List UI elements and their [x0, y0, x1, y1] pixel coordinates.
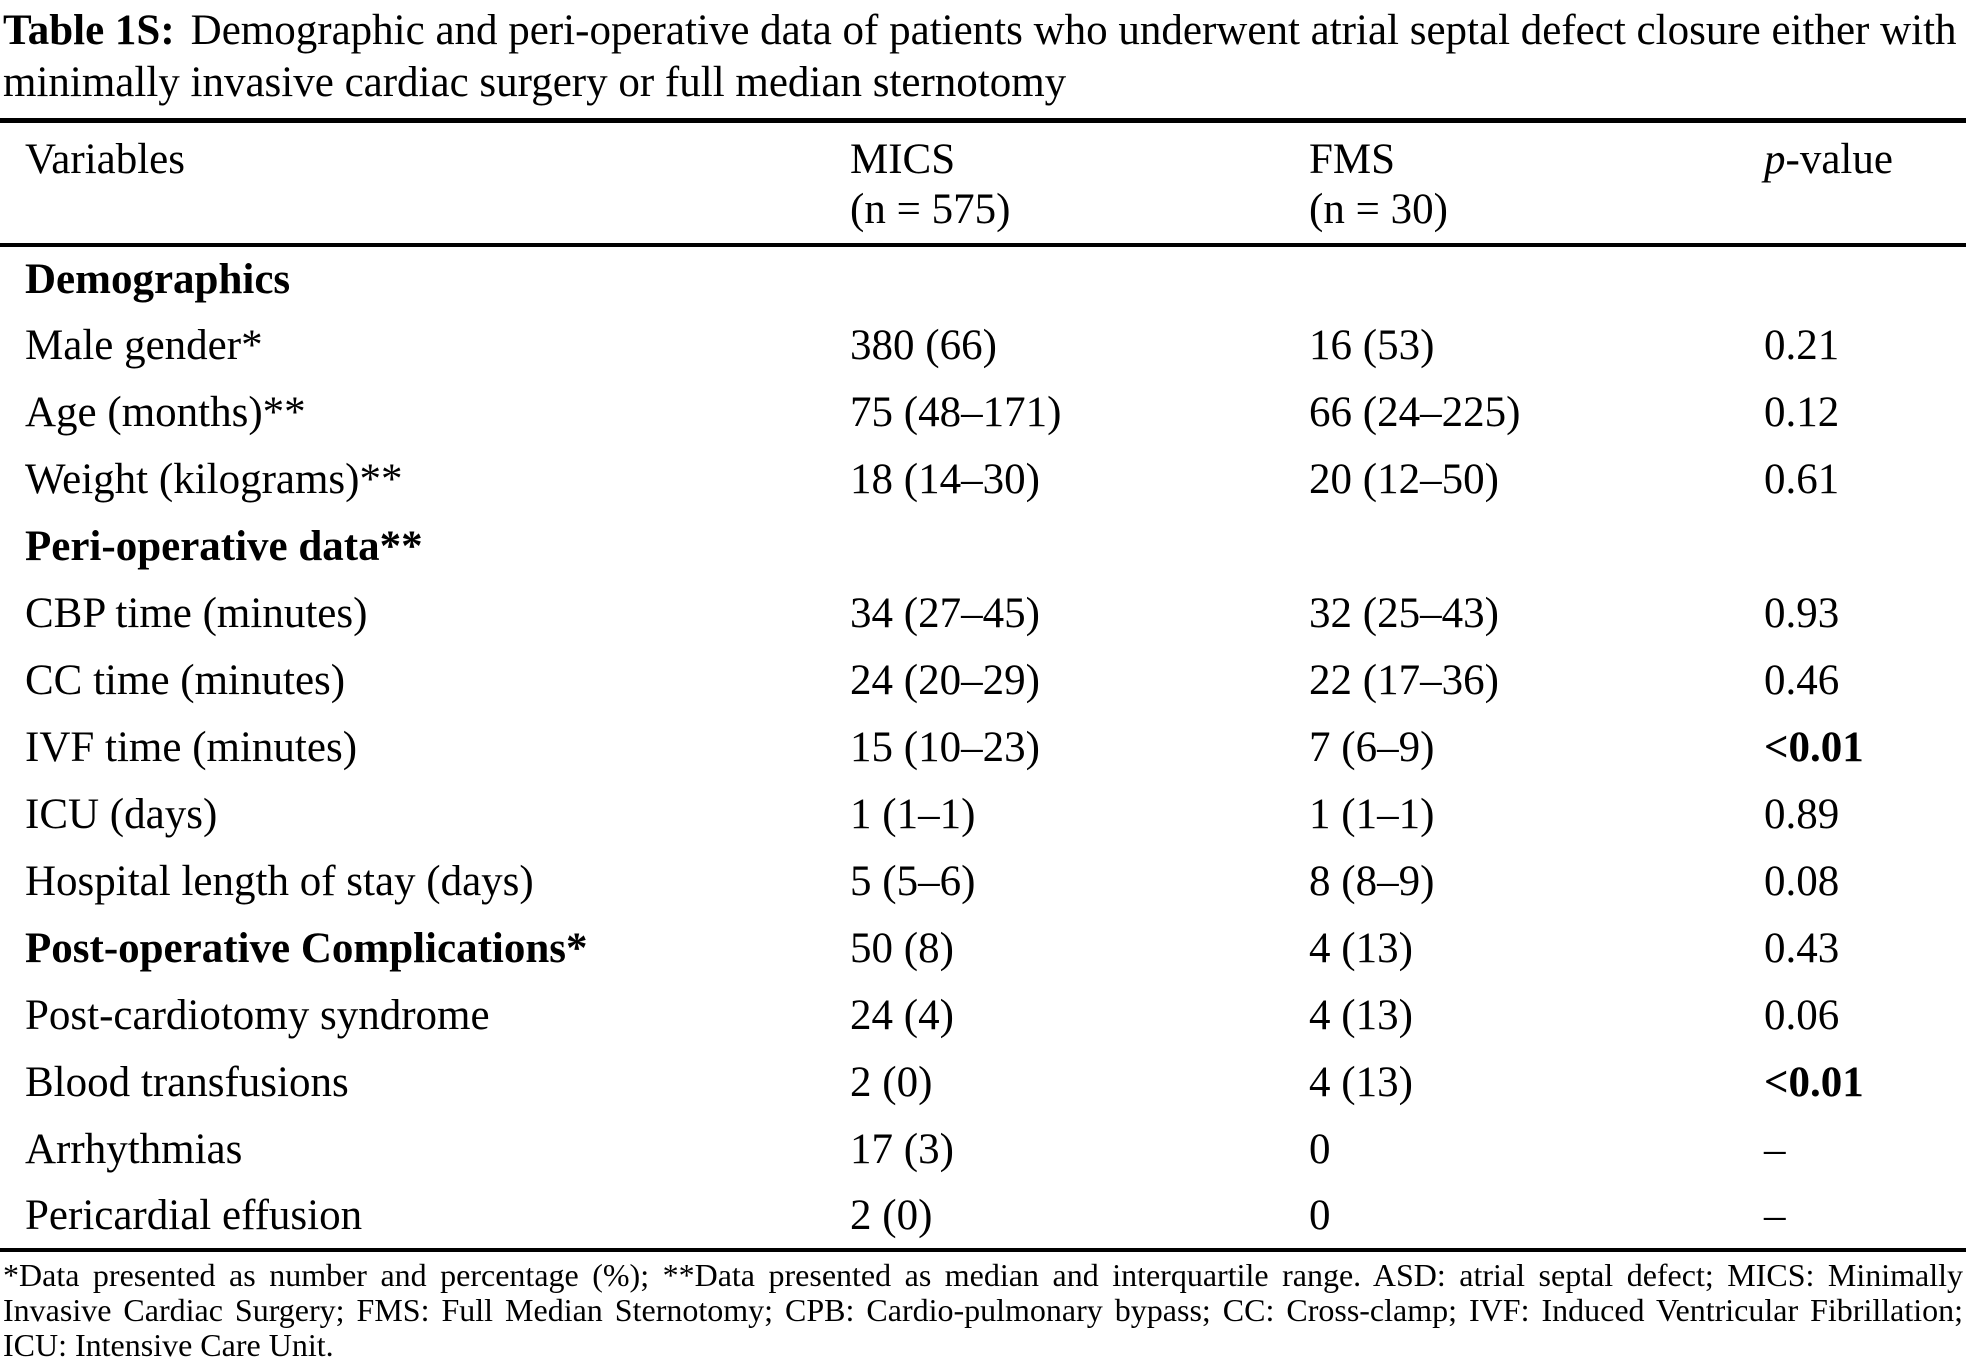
cell-pvalue: <0.01: [1764, 724, 1864, 771]
cell-fms: 22 (17–36): [1309, 657, 1499, 704]
table-body: Demographics Male gender* 380 (66) 16 (5…: [0, 245, 1966, 1250]
cell-mics: 17 (3): [850, 1126, 954, 1173]
cell-mics: 24 (4): [850, 992, 954, 1039]
cell-fms: 4 (13): [1309, 992, 1413, 1039]
column-header-mics-label: MICS: [850, 136, 956, 183]
table-row-post-cardiotomy: Post-cardiotomy syndrome 24 (4) 4 (13) 0…: [0, 982, 1966, 1049]
column-header-fms-label: FMS: [1309, 136, 1396, 183]
cell-variable: Arrhythmias: [25, 1126, 243, 1173]
cell-pvalue: 0.43: [1764, 925, 1840, 972]
cell-variable: Hospital length of stay (days): [25, 858, 534, 905]
cell-fms: 66 (24–225): [1309, 389, 1521, 436]
table-row-cc-time: CC time (minutes) 24 (20–29) 22 (17–36) …: [0, 647, 1966, 714]
column-header-mics-n: (n = 575): [850, 186, 1011, 233]
header-row: Variables MICS (n = 575) FMS (n = 30) p-…: [0, 120, 1966, 247]
cell-mics: 2 (0): [850, 1192, 933, 1239]
cell-mics: 24 (20–29): [850, 657, 1040, 704]
cell-pvalue: 0.08: [1764, 858, 1840, 905]
cell-pvalue: 0.46: [1764, 657, 1840, 704]
cell-pvalue: 0.06: [1764, 992, 1840, 1039]
cell-variable: Male gender*: [25, 322, 263, 369]
cell-pvalue: –: [1764, 1126, 1786, 1173]
cell-variable: Demographics: [25, 256, 291, 303]
table-row-hospital-stay: Hospital length of stay (days) 5 (5–6) 8…: [0, 848, 1966, 915]
cell-pvalue: 0.12: [1764, 389, 1840, 436]
table-header: Variables MICS (n = 575) FMS (n = 30) p-…: [0, 120, 1966, 247]
cell-fms: [1309, 513, 1764, 580]
cell-fms: 1 (1–1): [1309, 791, 1435, 838]
data-table: Variables MICS (n = 575) FMS (n = 30) p-…: [0, 118, 1966, 1252]
cell-variable: Blood transfusions: [25, 1059, 349, 1106]
cell-mics: 380 (66): [850, 322, 997, 369]
table-title-label: Table 1S:: [3, 7, 175, 54]
cell-variable: Peri-operative data**: [25, 523, 423, 570]
cell-mics: 15 (10–23): [850, 724, 1040, 771]
table-row-icu: ICU (days) 1 (1–1) 1 (1–1) 0.89: [0, 781, 1966, 848]
cell-fms: 7 (6–9): [1309, 724, 1435, 771]
column-header-fms-n: (n = 30): [1309, 186, 1448, 233]
table-row-ivf-time: IVF time (minutes) 15 (10–23) 7 (6–9) <0…: [0, 714, 1966, 781]
cell-variable: CBP time (minutes): [25, 590, 368, 637]
column-header-variables: Variables: [0, 120, 850, 247]
table-row-male-gender: Male gender* 380 (66) 16 (53) 0.21: [0, 312, 1966, 379]
cell-fms: 0: [1309, 1126, 1331, 1173]
cell-variable: Post-operative Complications*: [25, 925, 588, 972]
table-row-weight: Weight (kilograms)** 18 (14–30) 20 (12–5…: [0, 446, 1966, 513]
cell-variable: IVF time (minutes): [25, 724, 358, 771]
column-header-mics: MICS (n = 575): [850, 120, 1309, 247]
cell-mics: 18 (14–30): [850, 456, 1040, 503]
table-row-blood-transfusions: Blood transfusions 2 (0) 4 (13) <0.01: [0, 1049, 1966, 1116]
cell-pvalue: 0.61: [1764, 456, 1840, 503]
cell-mics: 50 (8): [850, 925, 954, 972]
cell-variable: CC time (minutes): [25, 657, 346, 704]
column-header-pvalue-p: p: [1764, 136, 1786, 183]
column-header-pvalue-rest: -value: [1785, 136, 1893, 183]
cell-fms: 4 (13): [1309, 1059, 1413, 1106]
cell-pvalue: [1764, 245, 1966, 312]
cell-mics: 1 (1–1): [850, 791, 976, 838]
table-title-text: Demographic and peri-operative data of p…: [3, 7, 1957, 106]
cell-pvalue: <0.01: [1764, 1059, 1864, 1106]
cell-variable: Age (months)**: [25, 389, 306, 436]
cell-fms: 20 (12–50): [1309, 456, 1499, 503]
cell-mics: [850, 245, 1309, 312]
table-row-age: Age (months)** 75 (48–171) 66 (24–225) 0…: [0, 379, 1966, 446]
cell-variable: Post-cardiotomy syndrome: [25, 992, 490, 1039]
cell-mics: [850, 513, 1309, 580]
column-header-fms: FMS (n = 30): [1309, 120, 1764, 247]
cell-pvalue: –: [1764, 1192, 1786, 1239]
cell-variable: Weight (kilograms)**: [25, 456, 403, 503]
table-row-arrhythmias: Arrhythmias 17 (3) 0 –: [0, 1116, 1966, 1183]
cell-pvalue: 0.89: [1764, 791, 1840, 838]
table-title: Table 1S: Demographic and peri-operative …: [0, 0, 1966, 109]
table-footnote: *Data presented as number and percentage…: [3, 1257, 1963, 1363]
cell-fms: 4 (13): [1309, 925, 1413, 972]
table-row-postop-complications-section: Post-operative Complications* 50 (8) 4 (…: [0, 915, 1966, 982]
cell-mics: 34 (27–45): [850, 590, 1040, 637]
cell-fms: 0: [1309, 1192, 1331, 1239]
column-header-pvalue: p-value: [1764, 120, 1966, 247]
cell-mics: 5 (5–6): [850, 858, 976, 905]
table-row-cbp-time: CBP time (minutes) 34 (27–45) 32 (25–43)…: [0, 580, 1966, 647]
cell-fms: 32 (25–43): [1309, 590, 1499, 637]
cell-pvalue: 0.21: [1764, 322, 1840, 369]
cell-fms: 8 (8–9): [1309, 858, 1435, 905]
cell-pvalue: [1764, 513, 1966, 580]
table-row-demographics-section: Demographics: [0, 245, 1966, 312]
cell-variable: ICU (days): [25, 791, 218, 838]
column-header-variables-label: Variables: [25, 136, 185, 183]
table-row-perioperative-section: Peri-operative data**: [0, 513, 1966, 580]
table-row-pericardial-effusion: Pericardial effusion 2 (0) 0 –: [0, 1183, 1966, 1250]
cell-pvalue: 0.93: [1764, 590, 1840, 637]
cell-fms: 16 (53): [1309, 322, 1435, 369]
cell-fms: [1309, 245, 1764, 312]
cell-mics: 2 (0): [850, 1059, 933, 1106]
cell-variable: Pericardial effusion: [25, 1192, 363, 1239]
cell-mics: 75 (48–171): [850, 389, 1062, 436]
